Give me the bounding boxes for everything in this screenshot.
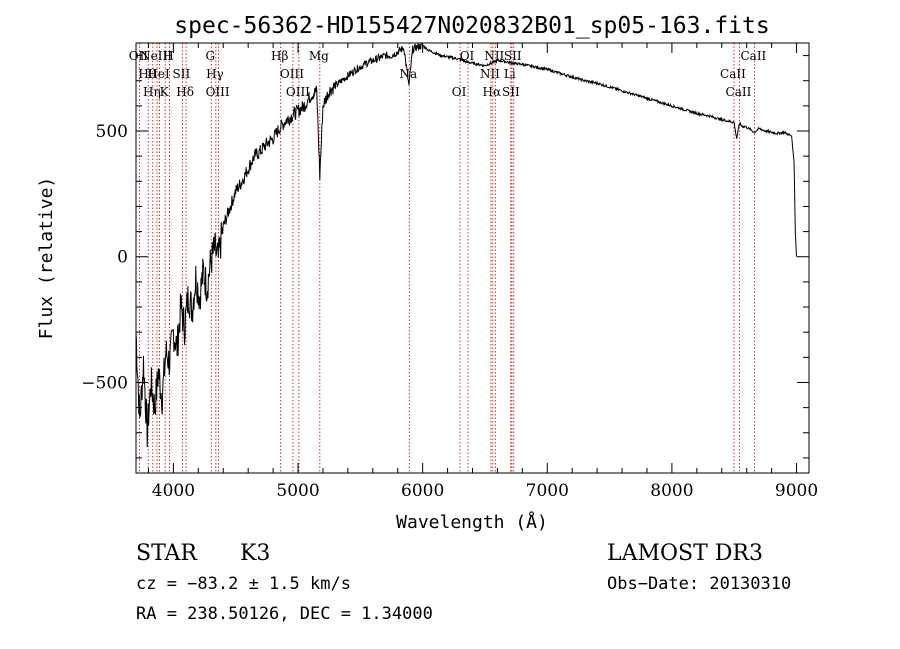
- ra-dec: RA = 238.50126, DEC = 1.34000: [136, 604, 433, 624]
- chart-title: spec-56362-HD155427N020832B01_sp05-163.f…: [174, 13, 769, 39]
- line-label-4341: Hγ: [206, 67, 224, 81]
- spectrum-line: [135, 42, 797, 448]
- line-label-4363: OIII: [206, 85, 230, 99]
- line-label-5175: Mg: [309, 49, 329, 63]
- object-subclass: K3: [240, 541, 270, 566]
- observation-date: Obs−Date: 20130310: [607, 574, 791, 594]
- line-label-8542: CaII: [726, 85, 752, 99]
- x-tick-label-6000: 6000: [401, 481, 444, 501]
- line-label-6716: SII: [502, 85, 520, 99]
- x-tick-label-4000: 4000: [152, 481, 195, 501]
- x-tick-label-7000: 7000: [526, 481, 569, 501]
- line-label-3835: Hη: [143, 85, 161, 99]
- redshift-cz: cz = −83.2 ± 1.5 km/s: [136, 574, 351, 594]
- x-axis-label: Wavelength (Å): [396, 511, 548, 533]
- survey-name: LAMOST DR3: [607, 541, 763, 566]
- line-label-4072: SII: [173, 67, 191, 81]
- line-label-6731: SII: [504, 49, 522, 63]
- plot-frame: [135, 42, 810, 474]
- line-label-6364: OI: [460, 49, 475, 63]
- line-label-8662: CaII: [740, 49, 766, 63]
- line-label-4861: Hβ: [271, 49, 288, 63]
- y-tick-label--500: −500: [81, 373, 128, 393]
- line-labels: OIIHθHηNeIIIHeIKHSIIHδGHγOIIIHβOIIIOIIIM…: [129, 49, 767, 99]
- line-label-6548: NII: [480, 67, 500, 81]
- line-label-3798: Hθ: [138, 67, 156, 81]
- y-tick-label-500: 500: [96, 122, 128, 142]
- axes: 4000 5000 6000 7000 8000 9000 −500 0 500: [81, 43, 818, 501]
- x-tick-label-9000: 9000: [775, 481, 818, 501]
- line-label-5007: OIII: [286, 85, 310, 99]
- line-label-4102: Hδ: [176, 85, 194, 99]
- line-label-5893: Na: [399, 67, 417, 81]
- line-label-3869: NeIII: [140, 49, 172, 63]
- line-label-3934: K: [160, 85, 170, 99]
- object-class: STAR: [136, 541, 198, 566]
- x-tick-label-8000: 8000: [650, 481, 693, 501]
- line-label-6300: OI: [452, 85, 467, 99]
- line-label-3969: H: [163, 49, 173, 63]
- y-axis-label: Flux (relative): [36, 177, 57, 340]
- line-label-6583: NII: [484, 49, 504, 63]
- y-tick-label-0: 0: [117, 248, 128, 268]
- line-label-6707: Li: [504, 67, 516, 81]
- line-label-6563: Hα: [483, 85, 502, 99]
- emission-absorption-lines: [138, 43, 755, 473]
- line-label-8498: CaII: [720, 67, 746, 81]
- line-label-4304: G: [205, 49, 215, 63]
- line-label-4959: OIII: [280, 67, 304, 81]
- x-tick-label-5000: 5000: [276, 481, 319, 501]
- line-label-3889: HeI: [147, 67, 170, 81]
